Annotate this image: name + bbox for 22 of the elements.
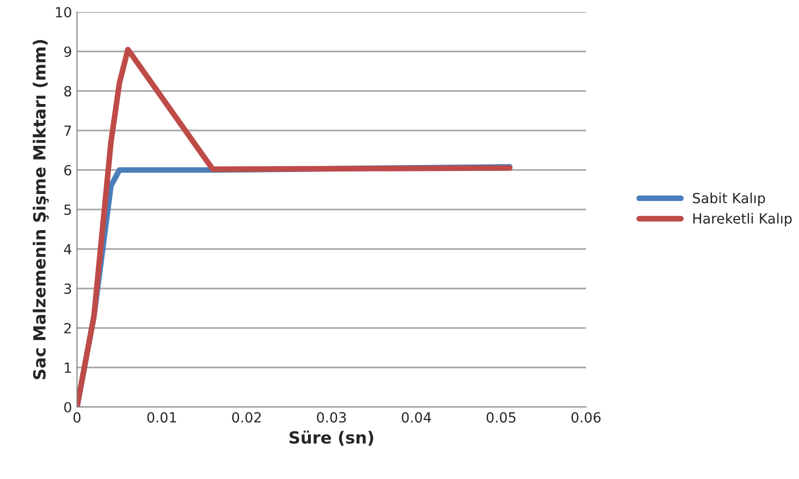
- y-axis-title: Sac Malzemenin Şişme Miktarı (mm): [32, 40, 49, 380]
- y-tick-label: 10: [56, 6, 72, 18]
- legend-label: Hareketli Kalıp: [693, 212, 792, 226]
- y-tick-label: 0: [64, 402, 72, 412]
- y-tick-label: 9: [64, 46, 72, 57]
- y-tick-label: 2: [64, 322, 71, 334]
- y-tick-label: 6: [64, 164, 72, 176]
- y-tick-label: 3: [64, 283, 72, 294]
- x-tick-label: 0.05: [486, 412, 516, 423]
- x-tick-label: 0.02: [232, 412, 261, 423]
- x-axis-title: Süre (sn): [290, 430, 374, 446]
- y-tick-label: 8: [64, 86, 72, 96]
- x-tick-label: 0.03: [316, 412, 346, 423]
- legend-label: Sabit Kalıp: [692, 192, 766, 206]
- x-tick-label: 0.01: [147, 412, 176, 423]
- y-tick-label: 7: [64, 126, 71, 136]
- y-tick-label: 1: [64, 362, 71, 373]
- x-tick-label: 0.06: [571, 412, 601, 423]
- y-tick-label: 5: [64, 204, 71, 215]
- x-tick-label: 0.04: [402, 412, 432, 423]
- y-tick-label: 4: [64, 244, 72, 254]
- x-tick-label: 0: [73, 412, 80, 423]
